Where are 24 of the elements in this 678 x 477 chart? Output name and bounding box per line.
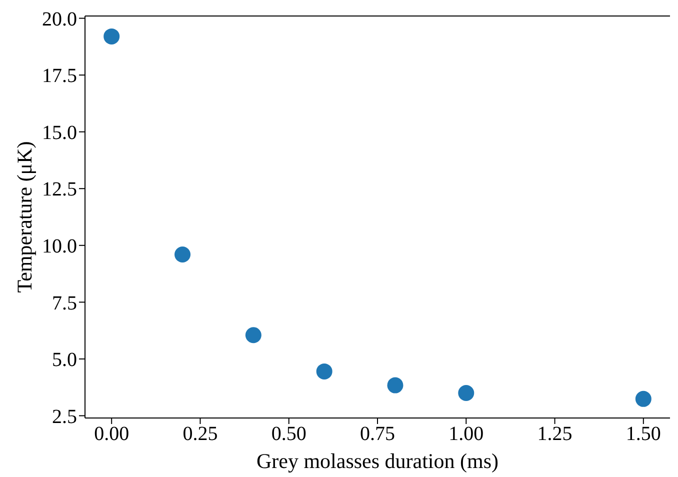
y-tick-label: 7.5	[52, 292, 77, 314]
x-tick-label: 1.50	[626, 423, 661, 446]
point	[104, 28, 120, 44]
point	[387, 377, 404, 394]
x-axis-title: Grey molasses duration (ms)	[256, 449, 499, 473]
y-tick-label: 15.0	[42, 122, 77, 144]
x-tick-label: 0.25	[182, 423, 218, 446]
x-tick-label: 0.00	[94, 423, 130, 446]
y-tick-label: 10.0	[42, 235, 77, 258]
point	[458, 385, 474, 402]
x-tick-label: 1.00	[448, 423, 484, 446]
y-tick-label: 2.5	[52, 406, 77, 428]
point	[635, 390, 652, 407]
point	[174, 246, 190, 262]
x-tick-label: 1.25	[537, 423, 572, 446]
y-axis-title: Temperature (μK)	[12, 141, 36, 293]
point	[316, 363, 332, 380]
x-tick-label: 0.50	[271, 423, 306, 446]
x-tick-label: 0.75	[360, 423, 395, 446]
y-tick-label: 17.5	[42, 65, 77, 88]
point	[245, 327, 262, 344]
y-tick-label: 5.0	[52, 349, 77, 372]
y-tick-label: 12.5	[42, 178, 77, 201]
y-tick-label: 20.0	[42, 8, 77, 30]
